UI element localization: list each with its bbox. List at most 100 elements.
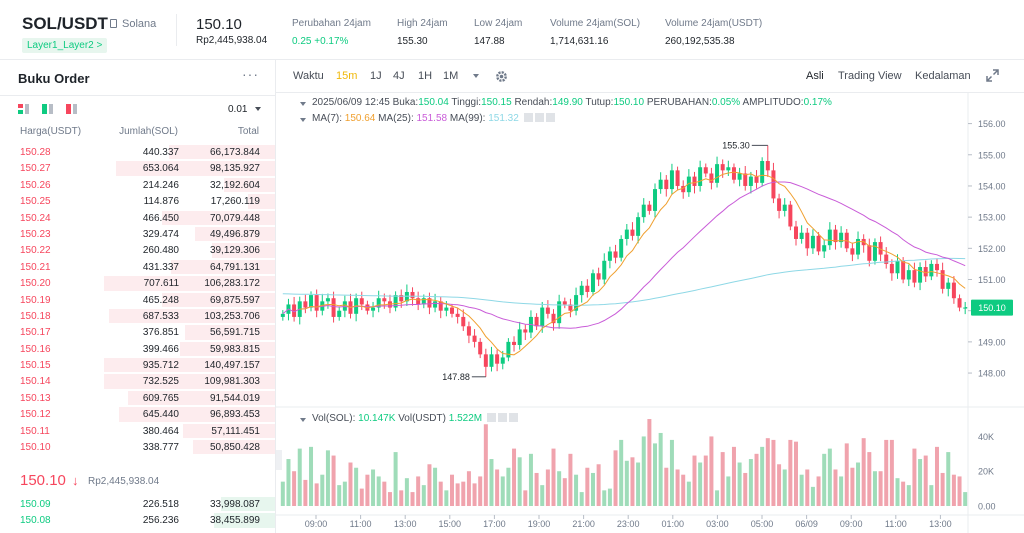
depth-bar xyxy=(169,145,275,160)
ask-row[interactable]: 150.26 214.246 32,192.604 xyxy=(0,177,275,193)
vol-collapse-icon[interactable] xyxy=(300,418,306,422)
stat-high: High 24jam 155.30 xyxy=(397,18,448,47)
time-tick-label: 23:00 xyxy=(617,519,640,529)
depth-bar xyxy=(220,497,275,512)
legend-collapse-icon[interactable] xyxy=(300,102,306,106)
price-chart[interactable]: 156.00 155.00 154.00 153.00 152.00 151.00 150.… xyxy=(276,60,1024,533)
candle-body xyxy=(895,260,900,274)
ask-row[interactable]: 150.16 399.466 59,983.815 xyxy=(0,341,275,357)
ask-row[interactable]: 150.27 653.064 98,135.927 xyxy=(0,160,275,176)
ask-row[interactable]: 150.12 645.440 96,893.453 xyxy=(0,406,275,422)
volume-bar xyxy=(889,439,894,506)
volume-bar xyxy=(737,462,742,506)
vol-close-icon[interactable] xyxy=(508,413,518,422)
volume-bar xyxy=(342,481,347,506)
pair-title[interactable]: SOL/USDT xyxy=(22,14,108,33)
candle-body xyxy=(331,298,336,317)
ask-row[interactable]: 150.20 707.611 106,283.172 xyxy=(0,275,275,291)
depth-bar xyxy=(224,177,275,193)
view-depth[interactable]: Kedalaman xyxy=(915,70,971,82)
ask-row[interactable]: 150.11 380.464 57,111.451 xyxy=(0,423,275,439)
ask-row[interactable]: 150.24 466.450 70,079.448 xyxy=(0,210,275,226)
volume-bar xyxy=(760,446,765,506)
candle-body xyxy=(850,248,855,255)
category-tag[interactable]: Layer1_Layer2 > xyxy=(22,38,108,53)
vol-settings-icon[interactable] xyxy=(497,413,507,422)
volume-bar xyxy=(410,492,415,506)
bid-qty: 256.236 xyxy=(142,515,179,527)
ask-row[interactable]: 150.13 609.765 91,544.019 xyxy=(0,390,275,406)
more-icon[interactable]: ··· xyxy=(242,66,259,82)
candle-body xyxy=(613,251,618,258)
mid-price-idr: Rp2,445,938.04 xyxy=(88,476,160,487)
ask-qty: 376.851 xyxy=(142,327,179,339)
interval-1j[interactable]: 1J xyxy=(370,70,382,82)
view-tradingview[interactable]: Trading View xyxy=(838,70,902,82)
ask-row[interactable]: 150.28 440.337 66,173.844 xyxy=(0,144,275,160)
drawer-handle[interactable] xyxy=(276,450,282,470)
ask-row[interactable]: 150.17 376.851 56,591.715 xyxy=(0,324,275,340)
coin-name[interactable]: Solana xyxy=(122,18,157,30)
chart-toolbar: Waktu 15m 1J 4J 1H 1M Asli Trading View … xyxy=(276,60,1024,92)
candle-body xyxy=(771,170,776,199)
ask-row[interactable]: 150.22 260.480 39,129.306 xyxy=(0,242,275,258)
ask-row[interactable]: 150.23 329.474 49,496.879 xyxy=(0,226,275,242)
volume-bar xyxy=(703,455,708,506)
chevron-down-icon[interactable] xyxy=(255,107,261,111)
ma-legend: MA(7): 150.64 MA(25): 151.58 MA(99): 151… xyxy=(312,113,555,124)
candle-body xyxy=(703,167,708,174)
eye-icon[interactable] xyxy=(523,113,533,122)
ask-row[interactable]: 150.15 935.712 140,497.157 xyxy=(0,357,275,373)
interval-4j[interactable]: 4J xyxy=(393,70,405,82)
bid-row[interactable]: 150.08 256.236 38,455.899 xyxy=(0,512,275,528)
ask-price: 150.21 xyxy=(20,261,51,273)
volume-bar xyxy=(901,481,906,506)
ask-price: 150.23 xyxy=(20,228,51,240)
depth-bar xyxy=(179,341,275,357)
candle-body xyxy=(720,164,725,171)
precision-select[interactable]: 0.01 xyxy=(228,104,248,115)
volume-bar xyxy=(551,448,556,506)
ask-total: 64,791.131 xyxy=(209,261,260,273)
view-bids-icon[interactable] xyxy=(42,104,53,114)
interval-1h[interactable]: 1H xyxy=(418,70,433,82)
ask-row[interactable]: 150.21 431.337 64,791.131 xyxy=(0,259,275,275)
ma-collapse-icon[interactable] xyxy=(300,118,306,122)
info-icon[interactable] xyxy=(110,19,117,28)
view-original[interactable]: Asli xyxy=(806,70,824,82)
interval-1m[interactable]: 1M xyxy=(443,70,459,82)
ask-price: 150.26 xyxy=(20,179,51,191)
bid-total: 33,998.087 xyxy=(209,499,260,510)
time-label[interactable]: Waktu xyxy=(293,70,324,82)
close-icon[interactable] xyxy=(545,113,555,122)
candle-body xyxy=(934,263,939,271)
ask-total: 56,591.715 xyxy=(209,327,260,339)
volume-bar xyxy=(957,476,962,506)
view-asks-icon[interactable] xyxy=(66,104,77,114)
ask-row[interactable]: 150.25 114.876 17,260.119 xyxy=(0,193,275,209)
candle-body xyxy=(393,295,398,308)
bid-row[interactable]: 150.09 226.518 33,998.087 xyxy=(0,496,275,512)
volume-tick-label: 0.00 xyxy=(978,502,996,512)
candle-body xyxy=(472,335,477,342)
ask-row[interactable]: 150.19 465.248 69,875.597 xyxy=(0,292,275,308)
volume-bar xyxy=(534,472,539,506)
ask-row[interactable]: 150.10 338.777 50,850.428 xyxy=(0,439,275,455)
depth-bar xyxy=(104,276,275,291)
candle-body xyxy=(483,354,488,367)
vol-eye-icon[interactable] xyxy=(486,413,496,422)
ask-row[interactable]: 150.14 732.525 109,981.303 xyxy=(0,373,275,389)
volume-bar xyxy=(686,481,691,506)
volume-bar xyxy=(839,476,844,506)
candle-body xyxy=(901,260,906,280)
interval-15m[interactable]: 15m xyxy=(336,70,358,82)
settings-icon[interactable] xyxy=(534,113,544,122)
candle-body xyxy=(923,267,928,277)
candle-body xyxy=(337,310,342,317)
settings-gear-icon[interactable] xyxy=(495,70,508,83)
view-both-icon[interactable] xyxy=(18,104,29,114)
fullscreen-icon[interactable] xyxy=(986,69,999,82)
candle-body xyxy=(461,316,466,327)
ask-row[interactable]: 150.18 687.533 103,253.706 xyxy=(0,308,275,324)
more-intervals-chevron-icon[interactable] xyxy=(473,74,479,78)
